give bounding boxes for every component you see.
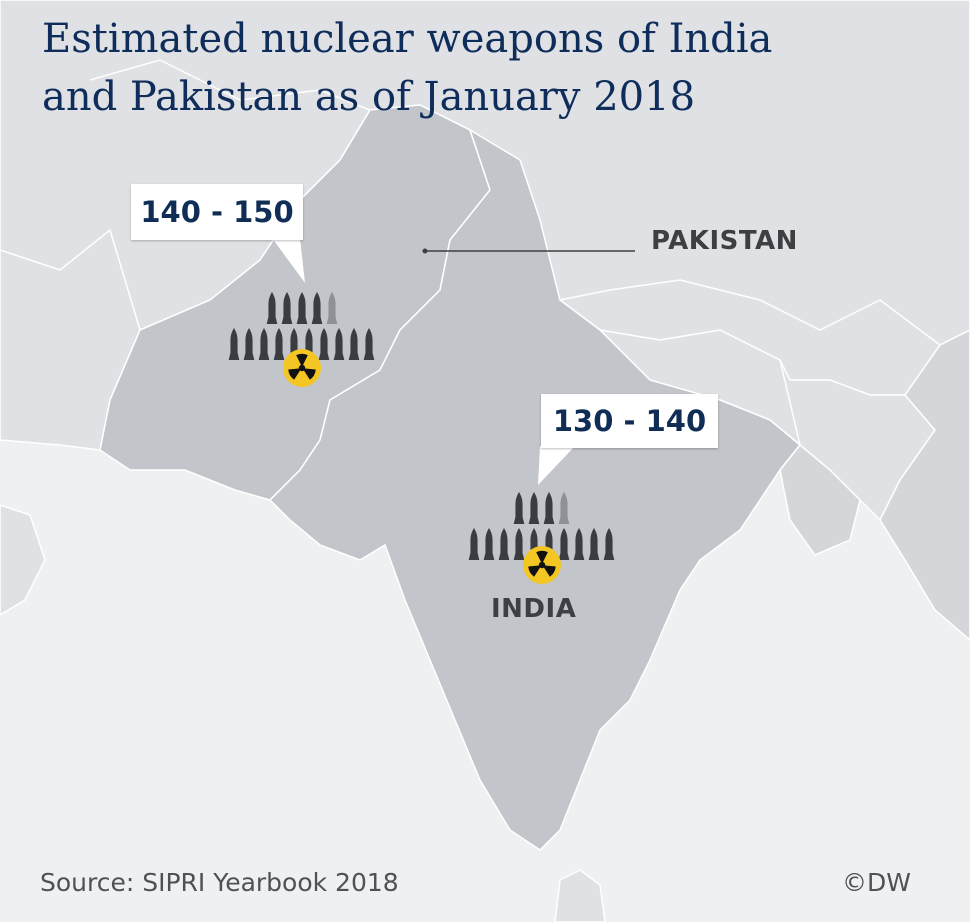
india-label: INDIA: [491, 594, 577, 624]
land-india: [268, 128, 802, 851]
india-callout-pointer: [538, 446, 575, 485]
pakistan-estimate-callout: 140 - 150: [131, 184, 303, 240]
india-estimate-callout: 130 - 140: [541, 394, 718, 448]
page-title-line-2: and Pakistan as of January 2018: [42, 74, 696, 120]
radiation-icon: [283, 349, 321, 387]
india-estimate-value: 130 - 140: [552, 404, 707, 438]
pakistan-estimate-value: 140 - 150: [140, 195, 294, 229]
pakistan-leader-dot: [422, 248, 428, 254]
copyright-credit: ©DW: [842, 868, 911, 897]
border-lines: [0, 59, 941, 446]
source-note: Source: SIPRI Yearbook 2018: [40, 868, 399, 897]
radiation-icon: [523, 546, 561, 584]
land-west: [0, 504, 46, 616]
pakistan-callout-pointer: [272, 238, 305, 283]
page-title: Estimated nuclear weapons of India and P…: [42, 10, 942, 126]
land-east: [879, 329, 970, 641]
land-sri-lanka: [554, 869, 606, 922]
pakistan-label: PAKISTAN: [651, 226, 798, 256]
land-bangladesh: [779, 443, 861, 556]
page-title-line-1: Estimated nuclear weapons of India: [42, 16, 773, 62]
